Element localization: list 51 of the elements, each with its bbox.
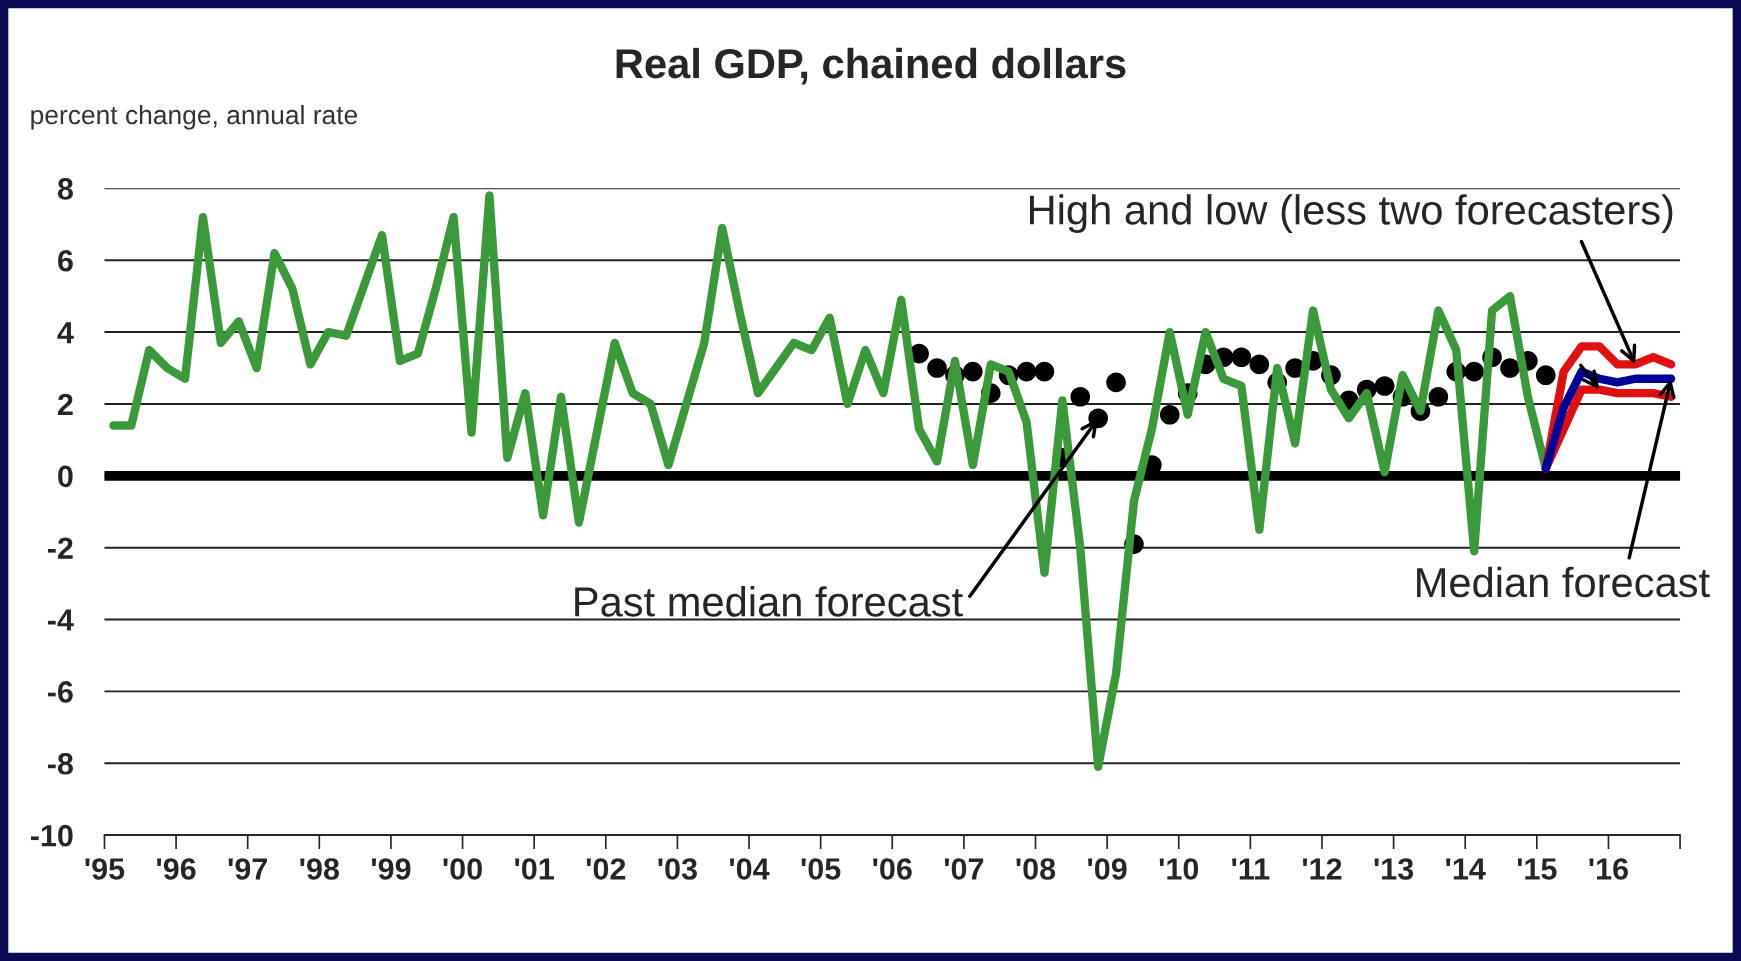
y-tick-label: 0 xyxy=(58,465,73,488)
y-tick-label: 4 xyxy=(57,322,74,344)
point xyxy=(1070,386,1091,407)
chart-title: Real GDP, chained dollars xyxy=(616,47,1126,85)
y-tick-label: -8 xyxy=(47,752,73,775)
annotation: Median forecast xyxy=(1417,566,1710,598)
y-tick-label: 8 xyxy=(57,178,73,200)
x-tick-label: '00 xyxy=(443,858,482,880)
x-tick-label: '05 xyxy=(801,858,841,880)
annotation: High and low (less two forecasters) xyxy=(1030,194,1673,233)
x-tick-label: '12 xyxy=(1302,858,1342,880)
annotation: Past median forecast xyxy=(575,586,963,617)
x-tick-label: '95 xyxy=(85,858,125,880)
x-tick-label: '01 xyxy=(515,858,554,880)
y-tick-label: -6 xyxy=(47,681,73,703)
y-tick-label: 2 xyxy=(57,393,73,416)
x-tick-label: '04 xyxy=(730,858,770,880)
x-tick-label: '96 xyxy=(157,858,196,880)
x-tick-label: '09 xyxy=(1088,858,1127,880)
point xyxy=(927,358,947,378)
point xyxy=(963,361,983,382)
x-tick-label: '98 xyxy=(300,858,340,880)
point xyxy=(1106,372,1126,393)
y-tick-label: -2 xyxy=(47,537,73,559)
point xyxy=(1016,361,1037,382)
x-tick-label: '11 xyxy=(1232,858,1270,880)
x-tick-label: '99 xyxy=(371,858,411,880)
point xyxy=(1159,404,1180,425)
point xyxy=(1500,358,1520,378)
x-tick-label: '08 xyxy=(1016,858,1056,880)
point xyxy=(1034,361,1055,382)
point xyxy=(1231,347,1252,368)
x-tick-label: '13 xyxy=(1374,858,1414,880)
point xyxy=(1374,376,1395,396)
y-axis-title: percent change, annual rate xyxy=(31,104,358,130)
x-tick-label: '10 xyxy=(1159,858,1199,880)
x-tick-label: '14 xyxy=(1446,858,1486,880)
x-tick-label: '15 xyxy=(1517,858,1557,880)
point xyxy=(1428,386,1449,407)
x-tick-label: '16 xyxy=(1589,858,1628,880)
x-tick-label: '07 xyxy=(944,858,984,880)
x-tick-label: '97 xyxy=(228,858,267,880)
y-tick-label: -10 xyxy=(30,824,73,847)
x-tick-label: '03 xyxy=(658,858,697,880)
y-tick-label: 6 xyxy=(58,249,73,272)
x-tick-label: '02 xyxy=(586,858,626,880)
x-tick-label: '06 xyxy=(873,858,912,880)
y-tick-label: -4 xyxy=(47,609,74,631)
point xyxy=(1464,361,1484,382)
point xyxy=(1535,365,1556,386)
point xyxy=(1249,354,1270,375)
